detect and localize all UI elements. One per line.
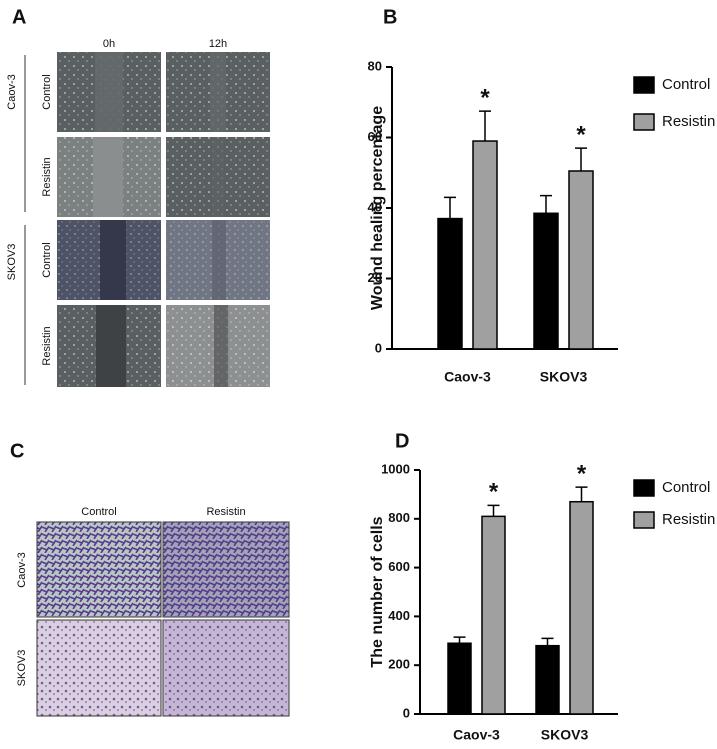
bar bbox=[437, 217, 463, 350]
legend-label: Resistin bbox=[662, 113, 715, 130]
y-tick-label: 200 bbox=[388, 657, 410, 672]
error-bar bbox=[540, 194, 552, 214]
row-label: Caov-3 bbox=[16, 552, 28, 587]
error-bar bbox=[444, 196, 456, 219]
bar bbox=[568, 170, 594, 350]
row-label: Resistin bbox=[41, 326, 53, 365]
legend-swatch bbox=[633, 76, 655, 94]
error-bar bbox=[453, 636, 466, 644]
column-label: Control bbox=[81, 506, 116, 518]
panel-letter: B bbox=[383, 6, 397, 28]
group-label: SKOV3 bbox=[6, 244, 18, 281]
panel-letter: A bbox=[12, 6, 26, 28]
panel-letter: C bbox=[10, 440, 24, 462]
error-bar bbox=[487, 504, 500, 517]
x-tick-label: Caov-3 bbox=[444, 369, 491, 385]
y-tick-label: 400 bbox=[388, 608, 410, 623]
legend-label: Control bbox=[662, 76, 710, 93]
legend-swatch bbox=[633, 511, 655, 529]
row-label: SKOV3 bbox=[16, 650, 28, 687]
y-tick-label: 20 bbox=[368, 270, 382, 285]
bar bbox=[447, 642, 472, 715]
y-tick-label: 600 bbox=[388, 559, 410, 574]
legend-label: Resistin bbox=[662, 511, 715, 528]
micrographs bbox=[57, 52, 270, 387]
error-bar bbox=[575, 486, 588, 502]
bar bbox=[472, 140, 498, 350]
bar bbox=[481, 515, 506, 715]
row-label: Control bbox=[41, 74, 53, 109]
micrographs bbox=[36, 521, 290, 717]
error-bar bbox=[541, 637, 554, 646]
y-tick-label: 80 bbox=[368, 58, 382, 73]
significance-mark: * bbox=[489, 479, 499, 506]
y-axis-label: Wound healing percentage bbox=[369, 106, 386, 310]
group-label: Caov-3 bbox=[6, 74, 18, 109]
y-axis-label: The number of cells bbox=[369, 516, 386, 667]
bar bbox=[535, 644, 560, 715]
bar bbox=[533, 212, 559, 350]
error-bar bbox=[479, 110, 491, 142]
error-bar bbox=[575, 147, 587, 171]
column-label: Resistin bbox=[206, 506, 245, 518]
y-tick-label: 1000 bbox=[381, 461, 410, 476]
column-label: 0h bbox=[103, 38, 115, 50]
panel-letter: D bbox=[395, 430, 409, 452]
y-tick-label: 0 bbox=[403, 705, 410, 720]
y-tick-label: 40 bbox=[368, 199, 382, 214]
x-tick-label: Caov-3 bbox=[453, 727, 500, 743]
significance-mark: * bbox=[480, 84, 490, 111]
significance-mark: * bbox=[577, 460, 587, 487]
x-tick-label: SKOV3 bbox=[541, 727, 589, 743]
column-label: 12h bbox=[209, 38, 227, 50]
legend-swatch bbox=[633, 113, 655, 131]
legend-label: Control bbox=[662, 479, 710, 496]
y-tick-label: 60 bbox=[368, 129, 382, 144]
bar bbox=[569, 500, 594, 715]
legend-swatch bbox=[633, 479, 655, 497]
significance-mark: * bbox=[576, 121, 586, 148]
y-tick-label: 800 bbox=[388, 510, 410, 525]
y-tick-label: 0 bbox=[375, 340, 382, 355]
row-label: Control bbox=[41, 242, 53, 277]
x-tick-label: SKOV3 bbox=[540, 369, 588, 385]
row-label: Resistin bbox=[41, 157, 53, 196]
